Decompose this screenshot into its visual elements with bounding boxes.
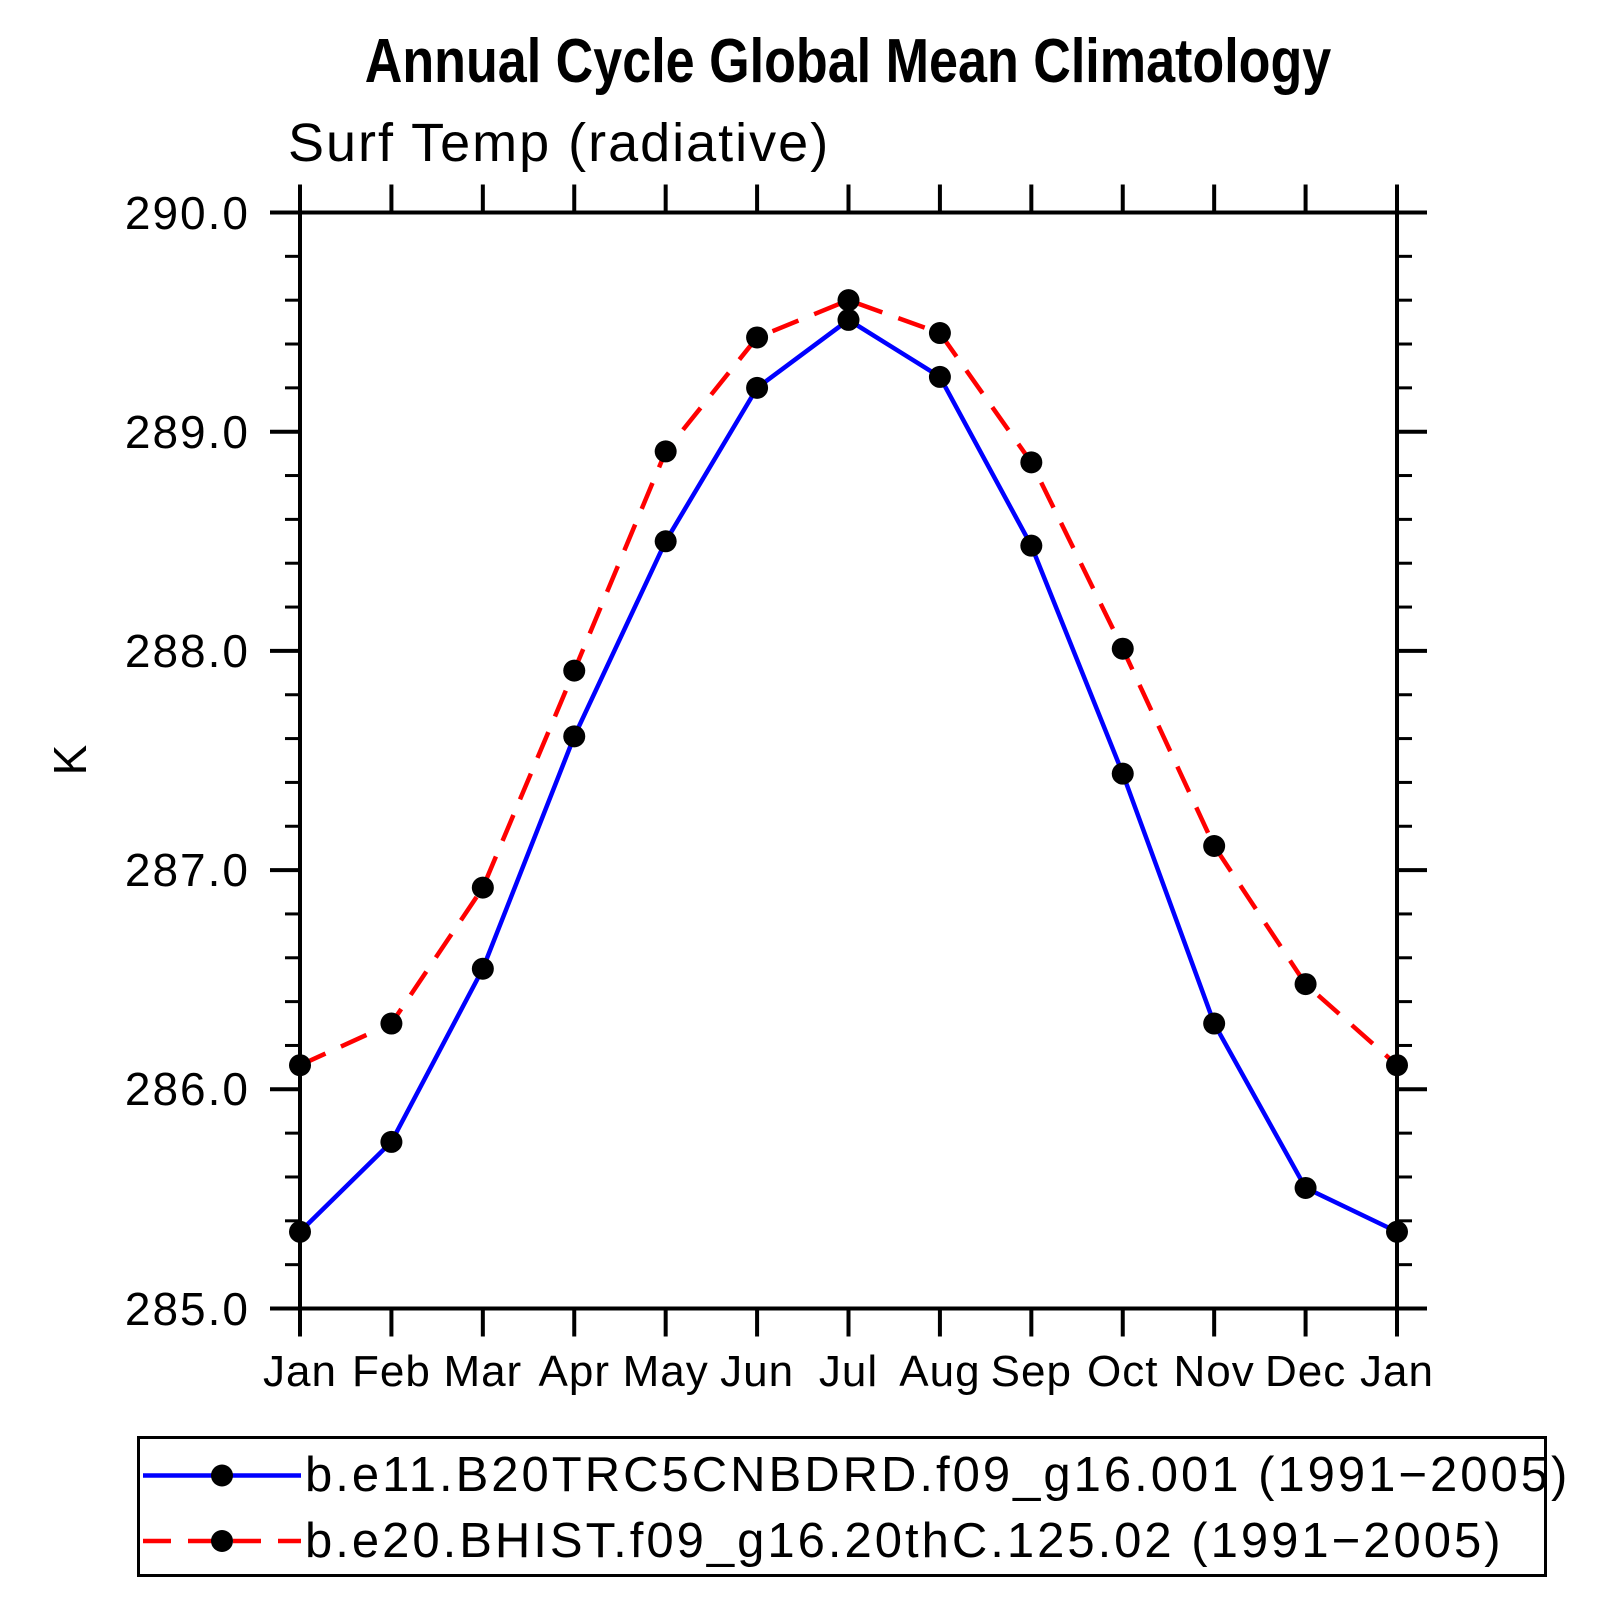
x-tick-label: Jun bbox=[720, 1347, 795, 1396]
y-tick-label: 285.0 bbox=[124, 1282, 250, 1335]
x-tick-label: Apr bbox=[538, 1347, 610, 1396]
x-tick-label: Aug bbox=[899, 1347, 981, 1396]
data-point-marker bbox=[1111, 762, 1134, 785]
x-tick-label: Jan bbox=[263, 1347, 337, 1396]
data-point-marker bbox=[746, 326, 769, 349]
data-point-marker bbox=[928, 365, 951, 388]
series-line-solid bbox=[298, 317, 1398, 1234]
legend-entry-label: b.e20.BHIST.f09_g16.20thC.125.02 (1991−2… bbox=[305, 1514, 1504, 1568]
x-tick-label: Jul bbox=[818, 1347, 879, 1396]
plot-frame bbox=[298, 210, 1399, 1311]
legend-sample-marker bbox=[211, 1464, 233, 1487]
data-point-marker bbox=[380, 1012, 403, 1035]
data-point-marker bbox=[654, 530, 677, 553]
y-tick-label: 287.0 bbox=[124, 844, 250, 897]
data-point-marker bbox=[928, 322, 951, 345]
x-tick-label: Dec bbox=[1264, 1347, 1347, 1396]
y-tick-label: 290.0 bbox=[124, 186, 250, 239]
data-point-marker bbox=[1020, 534, 1043, 557]
x-tick-label: Feb bbox=[351, 1347, 431, 1396]
data-point-marker bbox=[563, 659, 586, 682]
y-tick-label: 288.0 bbox=[124, 624, 250, 677]
x-tick-label: Nov bbox=[1173, 1347, 1255, 1396]
data-point-marker bbox=[1111, 637, 1134, 660]
legend-box bbox=[137, 1436, 1547, 1577]
legend-sample-marker bbox=[211, 1530, 233, 1552]
y-tick-label: 289.0 bbox=[124, 405, 250, 458]
data-point-marker bbox=[471, 957, 494, 980]
data-point-marker bbox=[1294, 1176, 1317, 1199]
data-point-marker bbox=[1203, 1012, 1226, 1035]
x-tick-label: Jan bbox=[1360, 1347, 1434, 1396]
data-point-marker bbox=[1203, 834, 1226, 857]
data-point-marker bbox=[1294, 973, 1317, 996]
data-point-marker bbox=[1386, 1220, 1408, 1243]
data-point-marker bbox=[380, 1130, 403, 1153]
x-tick-label: Oct bbox=[1087, 1347, 1159, 1396]
data-point-marker bbox=[563, 725, 586, 748]
data-point-marker bbox=[1020, 451, 1043, 474]
data-point-marker bbox=[1386, 1054, 1408, 1077]
data-point-marker bbox=[654, 440, 677, 463]
x-tick-label: Sep bbox=[990, 1347, 1072, 1396]
legend-entry-label: b.e11.B20TRC5CNBDRD.f09_g16.001 (1991−20… bbox=[305, 1448, 1571, 1502]
chart-subtitle: Surf Temp (radiative) bbox=[288, 113, 831, 173]
data-point-marker bbox=[837, 289, 860, 312]
y-axis-unit-label: K bbox=[44, 744, 96, 776]
series-line-dashed bbox=[299, 297, 1399, 1068]
data-point-marker bbox=[289, 1054, 311, 1077]
x-tick-label: Mar bbox=[443, 1347, 523, 1396]
data-point-marker bbox=[471, 876, 494, 899]
y-tick-label: 286.0 bbox=[124, 1063, 250, 1116]
data-point-marker bbox=[746, 376, 769, 399]
data-point-marker bbox=[289, 1220, 311, 1243]
data-point-marker bbox=[837, 308, 860, 331]
chart-title: Annual Cycle Global Mean Climatology bbox=[364, 27, 1332, 96]
x-tick-label: May bbox=[622, 1347, 709, 1396]
